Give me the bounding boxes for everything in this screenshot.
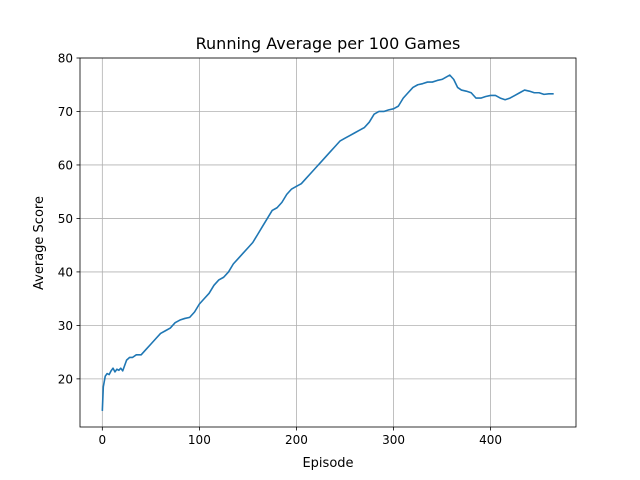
y-tick-label: 40 [58, 265, 73, 279]
y-tick-label: 20 [58, 372, 73, 386]
y-tick-label: 70 [58, 105, 73, 119]
x-tick-label: 0 [99, 433, 107, 447]
axes-frame [79, 57, 577, 428]
y-tick-label: 80 [58, 52, 73, 66]
x-tick-label: 200 [285, 433, 308, 447]
y-axis-ticks: 20 30 40 50 60 70 80 [58, 52, 80, 386]
x-axis-label: Episode [302, 456, 353, 471]
x-axis-ticks: 0 100 200 300 400 [99, 427, 502, 447]
grid-lines [80, 57, 576, 427]
series-line [101, 74, 554, 411]
x-tick-label: 400 [479, 433, 502, 447]
chart-title: Running Average per 100 Games [196, 34, 461, 53]
y-axis-label: Average Score [32, 196, 47, 290]
y-tick-label: 60 [58, 158, 73, 172]
plot-area [101, 74, 554, 411]
y-tick-label: 30 [58, 319, 73, 333]
x-tick-label: 300 [382, 433, 405, 447]
x-tick-label: 100 [188, 433, 211, 447]
y-tick-label: 50 [58, 212, 73, 226]
